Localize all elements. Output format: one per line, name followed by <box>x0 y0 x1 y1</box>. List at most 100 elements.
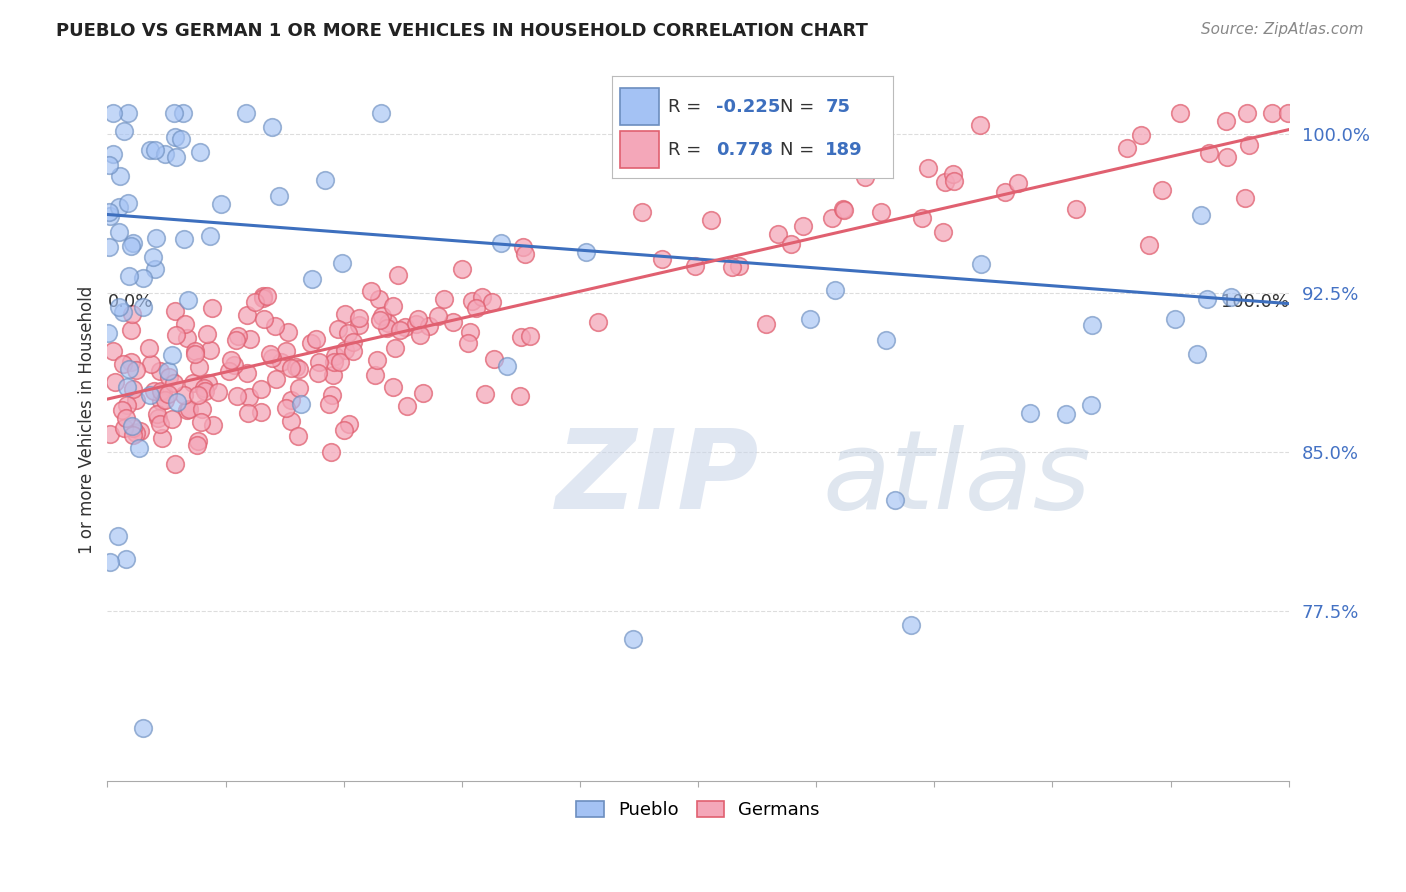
Point <box>491 235 513 250</box>
Point <box>335 343 357 358</box>
Point <box>107 200 129 214</box>
Point <box>170 132 193 146</box>
Point <box>270 355 292 369</box>
Point <box>519 328 541 343</box>
Point <box>1189 208 1212 222</box>
Point <box>1066 202 1088 217</box>
Point <box>235 105 257 120</box>
Point <box>588 315 610 329</box>
Point <box>917 161 939 176</box>
Point <box>1054 407 1077 421</box>
Point <box>441 315 464 329</box>
Point <box>173 388 195 402</box>
Point <box>426 309 449 323</box>
Point <box>799 311 821 326</box>
Point <box>118 361 141 376</box>
Point <box>366 352 388 367</box>
Point <box>177 293 200 307</box>
Point <box>236 406 259 420</box>
Point <box>198 229 221 244</box>
Point <box>118 269 141 284</box>
Point <box>336 326 359 341</box>
Point <box>121 307 143 321</box>
Point <box>132 271 155 285</box>
Text: R =: R = <box>668 97 707 116</box>
Point <box>121 419 143 434</box>
Point <box>1215 114 1237 128</box>
Point <box>911 211 934 225</box>
Point <box>209 197 232 211</box>
Point <box>103 375 125 389</box>
Point <box>186 438 208 452</box>
Point <box>218 363 240 377</box>
Point <box>172 105 194 120</box>
Point <box>1216 151 1239 165</box>
Point <box>1081 318 1104 332</box>
Point <box>139 358 162 372</box>
Point <box>284 359 307 374</box>
Point <box>305 332 328 346</box>
Point <box>875 333 897 347</box>
Point <box>700 213 723 227</box>
Point <box>329 355 352 369</box>
Text: N =: N = <box>780 97 820 116</box>
Point <box>288 381 311 395</box>
Point <box>683 259 706 273</box>
Point <box>1234 191 1257 205</box>
Point <box>121 427 143 442</box>
Point <box>207 385 229 400</box>
Point <box>128 424 150 438</box>
Point <box>1116 141 1139 155</box>
Point <box>1185 347 1208 361</box>
Point <box>163 304 186 318</box>
Text: 0.778: 0.778 <box>716 141 773 159</box>
Text: 100.0%: 100.0% <box>1220 293 1289 310</box>
Point <box>115 380 138 394</box>
Point <box>150 393 173 408</box>
Point <box>157 370 180 384</box>
Point <box>163 105 186 120</box>
Point <box>112 358 135 372</box>
Point <box>156 387 179 401</box>
Point <box>201 418 224 433</box>
Point <box>149 417 172 432</box>
Point <box>318 397 340 411</box>
Point <box>395 399 418 413</box>
Point <box>239 332 262 346</box>
Point <box>163 376 186 391</box>
Point <box>276 343 298 358</box>
Point <box>179 401 201 416</box>
Point <box>181 376 204 390</box>
Point <box>117 195 139 210</box>
Point <box>157 364 180 378</box>
Point <box>406 311 429 326</box>
Point <box>97 326 120 340</box>
Text: PUEBLO VS GERMAN 1 OR MORE VEHICLES IN HOUSEHOLD CORRELATION CHART: PUEBLO VS GERMAN 1 OR MORE VEHICLES IN H… <box>56 22 868 40</box>
Text: Source: ZipAtlas.com: Source: ZipAtlas.com <box>1201 22 1364 37</box>
Point <box>1080 398 1102 412</box>
Text: ZIP: ZIP <box>557 425 759 532</box>
Point <box>1277 105 1299 120</box>
Point <box>111 403 134 417</box>
Point <box>276 401 298 415</box>
Point <box>222 358 245 372</box>
Point <box>1137 238 1160 252</box>
Point <box>163 457 186 471</box>
Point <box>471 290 494 304</box>
Point <box>190 415 212 429</box>
Point <box>120 323 142 337</box>
Point <box>412 386 434 401</box>
Point <box>349 311 371 326</box>
Point <box>112 123 135 137</box>
Point <box>103 105 125 120</box>
Point <box>236 308 259 322</box>
Legend: Pueblo, Germans: Pueblo, Germans <box>569 793 827 826</box>
Point <box>117 398 139 412</box>
Point <box>831 202 853 217</box>
Point <box>332 424 354 438</box>
Point <box>103 343 125 358</box>
Point <box>155 146 177 161</box>
Point <box>165 150 187 164</box>
Point <box>259 346 281 360</box>
Point <box>481 295 503 310</box>
